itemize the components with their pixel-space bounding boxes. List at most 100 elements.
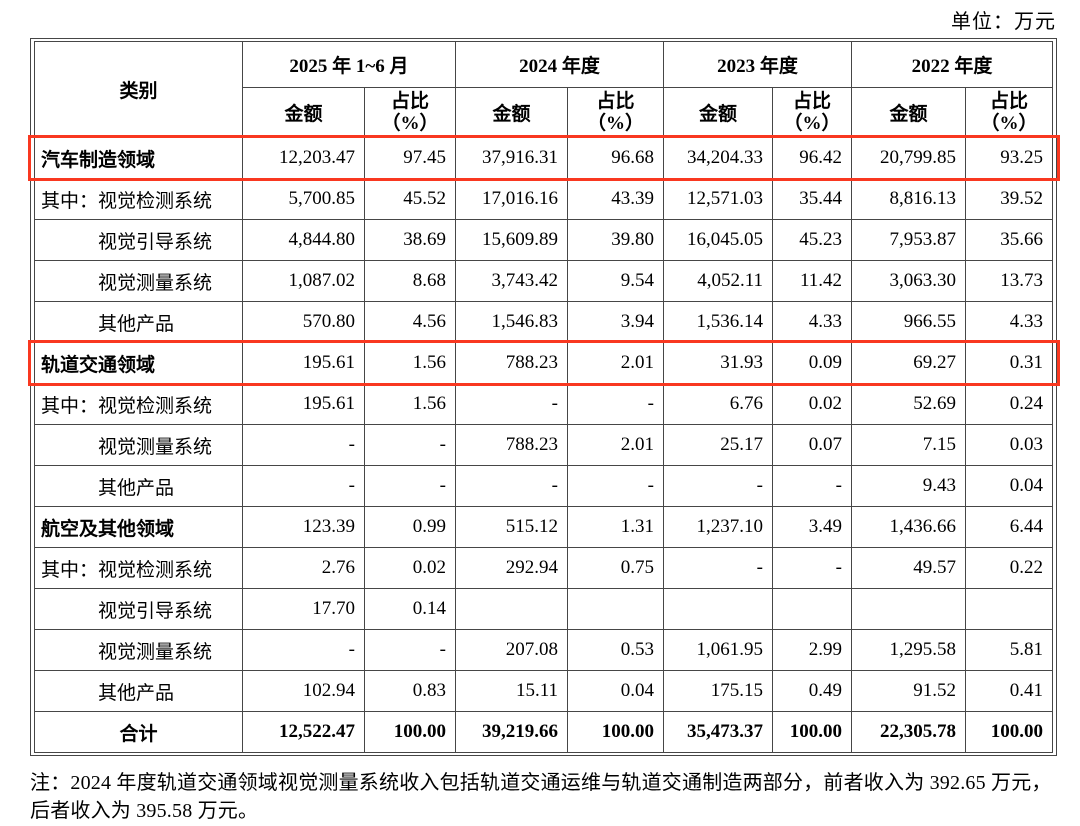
value-cell: 0.83: [364, 670, 456, 712]
value-cell: -: [364, 424, 456, 466]
value-cell: 7.15: [851, 424, 966, 466]
value-cell: 69.27: [851, 342, 966, 384]
value-cell: 0.41: [965, 670, 1053, 712]
table-row: 其中：视觉检测系统 5,700.85 45.52 17,016.16 43.39…: [34, 178, 1053, 220]
table-header: 类别 2025 年 1~6 月 2024 年度 2023 年度 2022 年度 …: [34, 41, 1053, 138]
value-cell: 93.25: [965, 137, 1053, 179]
value-cell: 0.75: [567, 547, 664, 589]
category-cell: 其中：视觉检测系统: [34, 383, 243, 425]
value-cell: 9.54: [567, 260, 664, 302]
category-cell: 其中：视觉检测系统: [34, 178, 243, 220]
value-cell: 3.49: [772, 506, 852, 548]
unit-label: 单位：万元: [951, 11, 1056, 33]
category-cell: 轨道交通领域: [34, 342, 243, 384]
share-header: 占比 （%）: [965, 87, 1053, 138]
table-row: 视觉引导系统 4,844.80 38.69 15,609.89 39.80 16…: [34, 219, 1053, 261]
value-cell: 7,953.87: [851, 219, 966, 261]
value-cell: 123.39: [242, 506, 365, 548]
category-cell: 视觉引导系统: [34, 588, 243, 630]
value-cell: 12,203.47: [242, 137, 365, 179]
value-cell: -: [242, 465, 365, 507]
value-cell: 39,219.66: [455, 711, 568, 753]
header-period-2024: 2024 年度: [455, 41, 664, 88]
value-cell: 5.81: [965, 629, 1053, 671]
value-cell: 39.52: [965, 178, 1053, 220]
value-cell: 15,609.89: [455, 219, 568, 261]
amount-header: 金额: [663, 87, 773, 138]
value-cell: 4,844.80: [242, 219, 365, 261]
value-cell: 9.43: [851, 465, 966, 507]
value-cell: 1,546.83: [455, 301, 568, 343]
value-cell: 788.23: [455, 424, 568, 466]
value-cell: 1,295.58: [851, 629, 966, 671]
table-row: 其他产品 - - - - - - 9.43 0.04: [34, 465, 1053, 507]
value-cell: 5,700.85: [242, 178, 365, 220]
value-cell: 0.14: [364, 588, 456, 630]
value-cell: -: [242, 424, 365, 466]
value-cell: 0.09: [772, 342, 852, 384]
value-cell: 2.01: [567, 424, 664, 466]
value-cell: 966.55: [851, 301, 966, 343]
header-period-2022: 2022 年度: [851, 41, 1053, 88]
value-cell: 207.08: [455, 629, 568, 671]
value-cell: 3,063.30: [851, 260, 966, 302]
category-cell: 视觉测量系统: [34, 260, 243, 302]
value-cell: [772, 588, 852, 630]
value-cell: 12,522.47: [242, 711, 365, 753]
amount-header: 金额: [851, 87, 966, 138]
table-row: 合计 12,522.47 100.00 39,219.66 100.00 35,…: [34, 711, 1053, 753]
value-cell: [851, 588, 966, 630]
revenue-table: 类别 2025 年 1~6 月 2024 年度 2023 年度 2022 年度 …: [34, 41, 1053, 753]
value-cell: -: [455, 383, 568, 425]
value-cell: [455, 588, 568, 630]
value-cell: 37,916.31: [455, 137, 568, 179]
value-cell: 292.94: [455, 547, 568, 589]
value-cell: 0.99: [364, 506, 456, 548]
value-cell: 35.66: [965, 219, 1053, 261]
value-cell: 2.99: [772, 629, 852, 671]
table-row: 视觉测量系统 - - 788.23 2.01 25.17 0.07 7.15 0…: [34, 424, 1053, 466]
category-cell: 其他产品: [34, 670, 243, 712]
value-cell: 515.12: [455, 506, 568, 548]
table-row: 汽车制造领域 12,203.47 97.45 37,916.31 96.68 3…: [34, 137, 1053, 179]
value-cell: 4.56: [364, 301, 456, 343]
value-cell: 100.00: [965, 711, 1053, 753]
amount-header: 金额: [455, 87, 568, 138]
value-cell: -: [663, 547, 773, 589]
value-cell: 91.52: [851, 670, 966, 712]
value-cell: 16,045.05: [663, 219, 773, 261]
value-cell: 0.02: [772, 383, 852, 425]
value-cell: 31.93: [663, 342, 773, 384]
share-header: 占比 （%）: [364, 87, 456, 138]
value-cell: 45.23: [772, 219, 852, 261]
share-header: 占比 （%）: [772, 87, 852, 138]
category-cell: 其中：视觉检测系统: [34, 547, 243, 589]
value-cell: 2.76: [242, 547, 365, 589]
value-cell: 788.23: [455, 342, 568, 384]
value-cell: 0.04: [567, 670, 664, 712]
table-row: 轨道交通领域 195.61 1.56 788.23 2.01 31.93 0.0…: [34, 342, 1053, 384]
table-row: 航空及其他领域 123.39 0.99 515.12 1.31 1,237.10…: [34, 506, 1053, 548]
value-cell: 35.44: [772, 178, 852, 220]
value-cell: [965, 588, 1053, 630]
value-cell: 1,436.66: [851, 506, 966, 548]
category-cell: 视觉引导系统: [34, 219, 243, 261]
category-cell: 汽车制造领域: [34, 137, 243, 179]
value-cell: 570.80: [242, 301, 365, 343]
value-cell: -: [567, 465, 664, 507]
value-cell: [567, 588, 664, 630]
value-cell: -: [364, 629, 456, 671]
value-cell: -: [772, 547, 852, 589]
value-cell: -: [455, 465, 568, 507]
value-cell: 1.56: [364, 383, 456, 425]
value-cell: 0.02: [364, 547, 456, 589]
value-cell: 3,743.42: [455, 260, 568, 302]
value-cell: 100.00: [364, 711, 456, 753]
table-row: 其他产品 102.94 0.83 15.11 0.04 175.15 0.49 …: [34, 670, 1053, 712]
value-cell: 52.69: [851, 383, 966, 425]
table-row: 视觉引导系统 17.70 0.14: [34, 588, 1053, 630]
value-cell: 6.76: [663, 383, 773, 425]
value-cell: 8,816.13: [851, 178, 966, 220]
value-cell: 0.53: [567, 629, 664, 671]
category-cell: 视觉测量系统: [34, 629, 243, 671]
